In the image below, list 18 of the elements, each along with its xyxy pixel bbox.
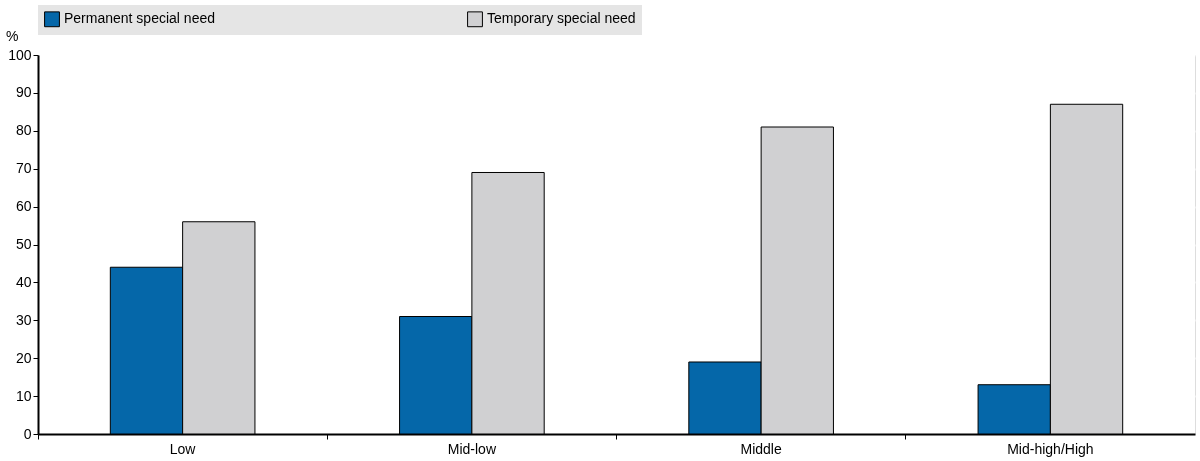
y-tick-label: 70	[15, 160, 32, 177]
legend-label: Temporary special need	[487, 10, 636, 27]
legend-label: Permanent special need	[64, 10, 215, 27]
x-tick-label: Mid-high/High	[1007, 440, 1094, 457]
y-tick-label: 100	[8, 46, 32, 63]
y-tick-label: 90	[15, 84, 32, 101]
x-tick-label: Middle	[740, 440, 782, 457]
y-tick-label: 30	[15, 311, 32, 328]
y-tick-label: 60	[15, 198, 32, 215]
y-tick-label: 40	[15, 273, 32, 290]
y-tick-label: 0	[23, 425, 32, 442]
y-tick-label: 50	[15, 236, 32, 252]
y-tick-label: 80	[15, 122, 32, 139]
y-tick-label: 10	[15, 387, 32, 404]
x-tick-label: Mid-low	[447, 440, 497, 457]
y-tick-label: 20	[15, 349, 32, 366]
x-tick-label: Low	[169, 440, 197, 457]
y-axis-title: %	[6, 27, 19, 44]
